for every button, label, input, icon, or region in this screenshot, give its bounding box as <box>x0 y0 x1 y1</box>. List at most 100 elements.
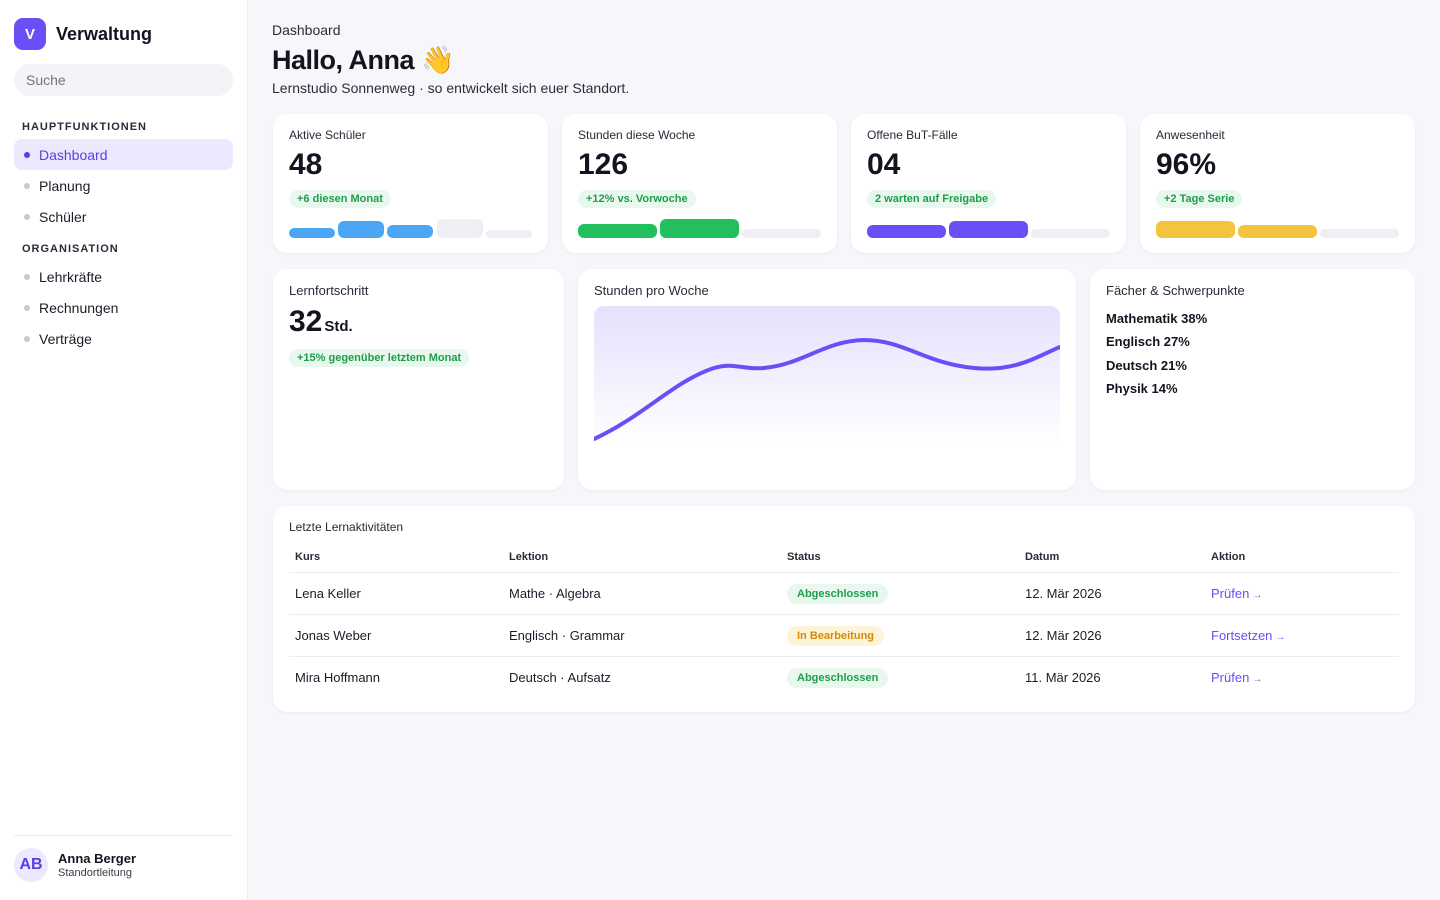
section-label-main: HAUPTFUNKTIONEN <box>22 121 147 133</box>
subject-item: Mathematik 38% <box>1106 311 1208 326</box>
progress-card: Lernfortschritt 32 Std. +15% gegenüber le… <box>273 269 564 490</box>
sidebar-item-rechnungen[interactable]: Rechnungen <box>14 292 233 323</box>
review-link[interactable]: Prüfen → <box>1211 670 1262 685</box>
kpi-bar <box>289 228 335 238</box>
column-header-aktion: Aktion <box>1211 551 1246 563</box>
page-subtitle: Lernstudio Sonnenweg · so entwickelt sic… <box>272 80 630 96</box>
kpi-value: 48 <box>289 148 323 181</box>
kpi-card-hours: Stunden diese Woche 126 +12% vs. Vorwoch… <box>562 114 837 253</box>
sidebar-item-label: Schüler <box>39 208 87 225</box>
arrow-right-icon: → <box>1275 632 1286 643</box>
cell-date: 11. Mär 2026 <box>1025 670 1101 685</box>
kpi-bar <box>1156 221 1235 238</box>
cell-date: 12. Mär 2026 <box>1025 628 1102 643</box>
card-title: Fächer & Schwerpunkte <box>1106 283 1245 298</box>
dot-icon <box>24 213 30 220</box>
sidebar-item-vertraege[interactable]: Verträge <box>14 323 233 354</box>
arrow-right-icon: → <box>1252 674 1263 685</box>
kpi-value: 126 <box>578 148 629 181</box>
kpi-value: 04 <box>867 148 901 181</box>
card-title: Lernfortschritt <box>289 283 369 298</box>
sidebar-item-lehrkraefte[interactable]: Lehrkräfte <box>14 261 233 292</box>
sidebar-item-dashboard[interactable]: Dashboard <box>14 139 233 170</box>
column-header-status: Status <box>787 551 821 563</box>
kpi-bar <box>1031 229 1110 238</box>
brand-name: Verwaltung <box>56 23 153 44</box>
active-dot-icon <box>24 151 30 158</box>
sidebar-item-schueler[interactable]: Schüler <box>14 201 233 232</box>
dot-icon <box>24 335 30 342</box>
sidebar-item-label: Rechnungen <box>39 299 119 316</box>
search-input[interactable] <box>14 64 233 96</box>
kpi-bar <box>486 230 532 238</box>
subject-item: Physik 14% <box>1106 381 1178 396</box>
action-label: Fortsetzen <box>1211 628 1273 643</box>
cell-lesson: Englisch · Grammar <box>509 628 625 643</box>
kpi-bars <box>578 219 821 239</box>
chart-area <box>594 306 1060 446</box>
subject-item: Englisch 27% <box>1106 334 1190 349</box>
kpi-bar <box>742 229 821 238</box>
cell-date: 12. Mär 2026 <box>1025 586 1102 601</box>
status-badge: Abgeschlossen <box>787 668 889 688</box>
kpi-badge: 2 warten auf Freigabe <box>867 190 997 208</box>
column-header-lektion: Lektion <box>509 551 549 563</box>
status-badge: In Bearbeitung <box>787 626 885 646</box>
continue-link[interactable]: Fortsetzen → <box>1211 628 1285 643</box>
user-role: Standortleitung <box>58 867 132 879</box>
row-divider <box>289 614 1399 615</box>
kpi-label: Offene BuT-Fälle <box>867 128 958 142</box>
kpi-bars <box>1156 219 1399 239</box>
kpi-bar <box>1238 225 1317 238</box>
sidebar-item-label: Lehrkräfte <box>39 268 103 285</box>
progress-unit: Std. <box>324 318 353 335</box>
hours-chart-card: Stunden pro Woche <box>578 269 1076 490</box>
kpi-bar <box>867 225 946 238</box>
breadcrumb: Dashboard <box>272 22 341 38</box>
kpi-bars <box>867 219 1110 239</box>
kpi-label: Aktive Schüler <box>289 128 366 142</box>
avatar: AB <box>14 848 48 882</box>
arrow-right-icon: → <box>1252 590 1263 601</box>
kpi-card-but: Offene BuT-Fälle 04 2 warten auf Freigab… <box>851 114 1126 253</box>
row-divider <box>289 572 1399 573</box>
brand[interactable]: V Verwaltung <box>14 18 152 50</box>
sidebar: V Verwaltung HAUPTFUNKTIONEN Dashboard P… <box>0 0 248 900</box>
sidebar-item-label: Planung <box>39 177 91 194</box>
action-label: Prüfen <box>1211 586 1250 601</box>
kpi-card-attendance: Anwesenheit 96% +2 Tage Serie <box>1140 114 1415 253</box>
status-badge: Abgeschlossen <box>787 584 889 604</box>
kpi-bar <box>949 221 1028 238</box>
user-profile[interactable]: AB Anna Berger Standortleitung <box>14 835 233 882</box>
section-label-org: ORGANISATION <box>22 243 119 255</box>
kpi-badge: +6 diesen Monat <box>289 190 391 208</box>
kpi-bar <box>660 219 739 238</box>
page-title: Hallo, Anna 👋 <box>272 45 455 75</box>
review-link[interactable]: Prüfen → <box>1211 586 1262 601</box>
kpi-value: 96% <box>1156 148 1217 181</box>
chart-line <box>594 337 1060 441</box>
kpi-label: Anwesenheit <box>1156 128 1225 142</box>
cell-course: Mira Hoffmann <box>295 670 381 685</box>
user-name: Anna Berger <box>58 851 137 866</box>
table-title: Letzte Lernaktivitäten <box>289 520 404 534</box>
row-divider <box>289 656 1399 657</box>
progress-value: 32 Std. <box>289 305 353 339</box>
kpi-bar <box>338 221 384 238</box>
dot-icon <box>24 182 30 189</box>
subject-item: Deutsch 21% <box>1106 358 1187 373</box>
cell-lesson: Mathe · Algebra <box>509 586 601 601</box>
card-title: Stunden pro Woche <box>594 283 709 298</box>
column-header-kurs: Kurs <box>295 551 321 563</box>
subjects-card: Fächer & Schwerpunkte Mathematik 38% Eng… <box>1090 269 1415 490</box>
sidebar-item-planung[interactable]: Planung <box>14 170 233 201</box>
kpi-card-students: Aktive Schüler 48 +6 diesen Monat <box>273 114 548 253</box>
activities-card: Letzte Lernaktivitäten Kurs Lektion Stat… <box>273 506 1415 712</box>
kpi-badge: +2 Tage Serie <box>1156 190 1243 208</box>
kpi-label: Stunden diese Woche <box>578 128 696 142</box>
dot-icon <box>24 273 30 280</box>
progress-number: 32 <box>289 305 323 338</box>
dot-icon <box>24 304 30 311</box>
kpi-bar <box>387 225 433 238</box>
kpi-bar <box>578 224 657 238</box>
